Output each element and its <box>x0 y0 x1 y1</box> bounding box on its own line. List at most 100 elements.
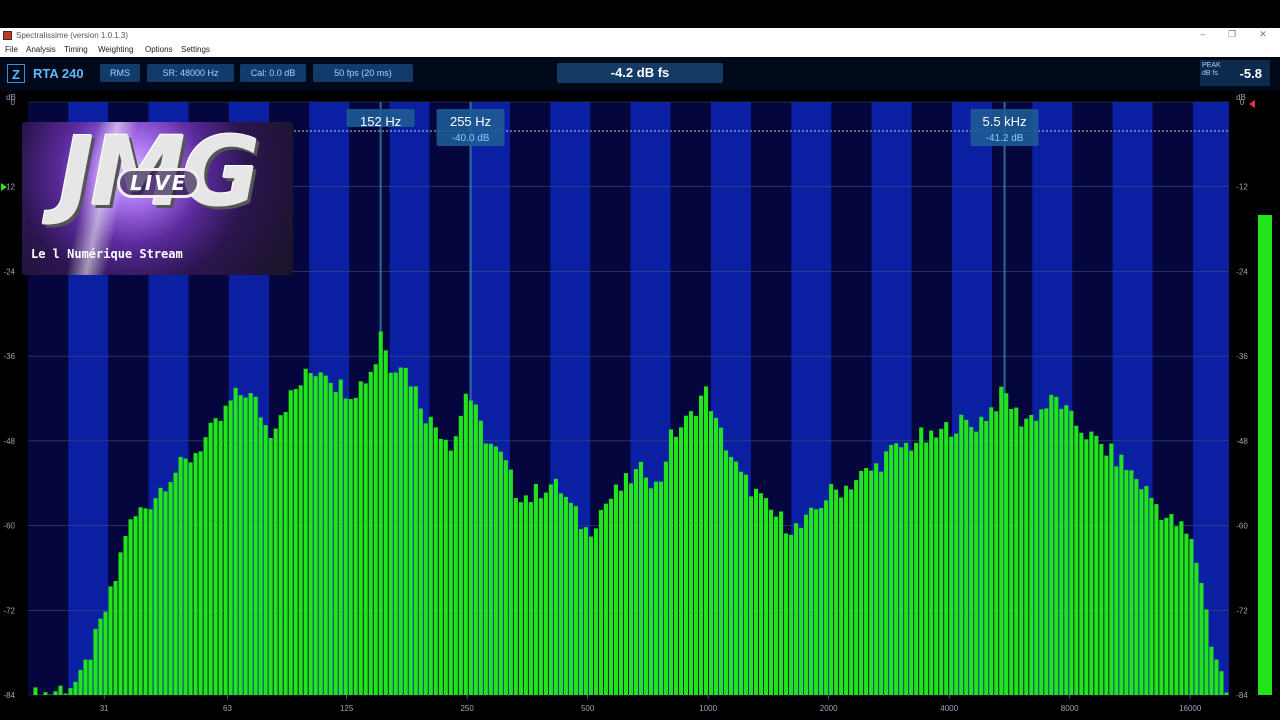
spectrum-bar <box>1009 408 1014 695</box>
peak-label-top: PEAK <box>1202 62 1221 69</box>
calibration-button[interactable]: Cal: 0.0 dB <box>240 64 306 82</box>
y-tick-label: -72 <box>3 606 15 615</box>
menu-weighting[interactable]: Weighting <box>98 45 134 54</box>
frequency-marker: 5.5 kHz -41.2 dB <box>970 109 1039 146</box>
jmg-live-logo: JMG LIVE Le l Numérique Stream <box>22 122 293 275</box>
spectrum-bar <box>673 436 679 695</box>
spectrum-bar <box>844 485 849 695</box>
spectrum-bar <box>884 451 889 695</box>
peak-label-bottom: dB fs <box>1202 70 1218 77</box>
spectrum-bar <box>944 422 949 695</box>
restore-icon[interactable]: ❐ <box>1227 29 1237 39</box>
menu-file[interactable]: File <box>5 45 18 54</box>
spectrum-bar <box>283 412 288 695</box>
spectrum-bar <box>794 523 799 695</box>
spectrum-bar <box>553 478 558 695</box>
screen-top-area <box>0 0 1280 28</box>
spectrum-bar <box>478 420 483 695</box>
spectrum-bar <box>588 536 593 695</box>
left-level-arrow-icon <box>1 183 7 191</box>
spectrum-chart[interactable]: 0 0 -12 -12 -24 -24 -36 -36 -48 -48 -60 -60 -72 -72 -8… <box>0 91 1280 720</box>
menu-options[interactable]: Options <box>145 45 173 54</box>
spectrum-bar <box>368 371 373 695</box>
marker-level: -41.2 dB <box>986 133 1024 144</box>
spectrum-bar <box>849 489 854 695</box>
spectrum-bar <box>959 414 964 695</box>
spectrum-bar <box>253 396 258 695</box>
spectrum-bar <box>1209 646 1214 695</box>
y-tick-label: -48 <box>3 437 15 446</box>
marker-box <box>346 109 415 127</box>
spectrum-bar <box>343 398 348 695</box>
spectrum-bar <box>163 491 168 695</box>
spectrum-bar <box>909 450 914 695</box>
spectrum-bar <box>1064 405 1069 695</box>
frequency-markers[interactable]: 152 Hz 255 Hz -40.0 dB 5.5 kHz -41.2 dB <box>346 109 1039 146</box>
spectrum-bar <box>233 387 238 695</box>
spectrum-bar <box>683 415 689 695</box>
spectrum-bar <box>1154 504 1159 695</box>
spectrum-bar <box>103 611 108 695</box>
spectrum-bar <box>383 350 388 695</box>
x-tick-label: 16000 <box>1179 704 1202 713</box>
menu-timing[interactable]: Timing <box>64 45 88 54</box>
peak-value: -5.8 <box>1239 66 1262 81</box>
spectrum-bar <box>1049 394 1054 695</box>
spectrum-bar <box>373 364 378 695</box>
spectrum-bar <box>243 397 248 695</box>
spectrum-bar <box>468 400 473 695</box>
spectrum-bar <box>53 691 58 695</box>
spectrum-bar <box>423 423 428 695</box>
spectrum-bar <box>723 450 729 695</box>
spectrum-bar <box>498 451 503 695</box>
spectrum-bar <box>1189 539 1194 695</box>
menu-settings[interactable]: Settings <box>181 45 210 54</box>
spectrum-bar <box>989 407 994 695</box>
logo-live-badge: LIVE <box>117 168 201 198</box>
x-tick-label: 4000 <box>940 704 958 713</box>
rta-mode-label[interactable]: RTA 240 <box>33 66 84 81</box>
spectrum-bar <box>503 460 508 695</box>
spectrum-bar <box>819 507 824 695</box>
marker-box <box>436 109 505 146</box>
minimize-icon[interactable]: – <box>1200 29 1206 39</box>
spectrum-bar <box>859 470 864 695</box>
spectrum-bar <box>1149 497 1154 695</box>
spectrum-bar <box>223 405 228 695</box>
spectrum-bar <box>453 436 458 695</box>
spectrum-bar <box>488 443 493 695</box>
spectrum-bar <box>58 685 63 695</box>
spectrum-bar <box>784 533 789 695</box>
spectrum-bar <box>338 379 343 695</box>
frame-rate-button[interactable]: 50 fps (20 ms) <box>313 64 413 82</box>
spectrum-bar <box>43 692 48 695</box>
spectrum-bar <box>728 456 734 695</box>
spectrum-bar <box>643 477 649 695</box>
spectrum-bar <box>1059 408 1064 695</box>
spectrum-bar <box>538 498 543 695</box>
spectrum-bar <box>1039 409 1044 695</box>
spectrum-bar <box>358 381 363 695</box>
rms-button[interactable]: RMS <box>100 64 140 82</box>
y-tick-label: -48 <box>1236 437 1248 446</box>
marker-frequency: 255 Hz <box>450 114 491 129</box>
z-weighting-icon[interactable]: Z <box>7 64 25 83</box>
x-tick-label: 2000 <box>820 704 838 713</box>
y-axis-label: dB <box>6 93 16 102</box>
spectrum-bar <box>333 392 338 695</box>
spectrum-bar <box>528 502 533 695</box>
sample-rate-button[interactable]: SR: 48000 Hz <box>147 64 234 82</box>
spectrum-bar <box>433 427 438 695</box>
app-icon <box>3 31 12 40</box>
spectrum-bar <box>248 393 253 695</box>
spectrum-bar <box>618 490 623 695</box>
spectrum-bar <box>238 395 243 695</box>
spectrum-bar <box>1124 470 1129 695</box>
spectrum-bar <box>854 480 859 695</box>
spectrum-bar <box>143 508 148 695</box>
spectrum-bar <box>1099 444 1104 695</box>
spectrum-bar <box>1079 432 1084 695</box>
menu-analysis[interactable]: Analysis <box>26 45 56 54</box>
close-icon[interactable]: ✕ <box>1259 29 1267 39</box>
x-tick-label: 1000 <box>699 704 717 713</box>
